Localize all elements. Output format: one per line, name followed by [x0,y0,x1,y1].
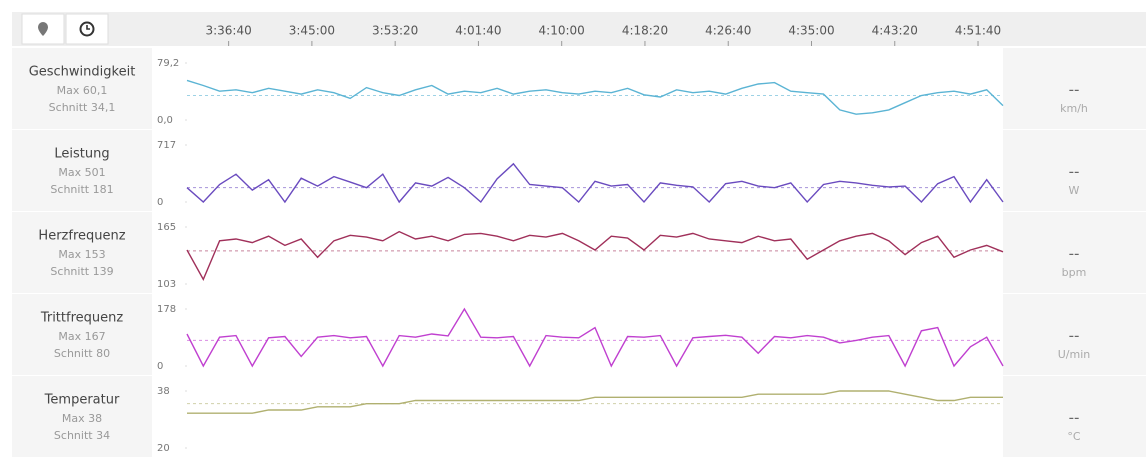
y-tick-label: 20 [157,443,170,454]
metric-avg: Schnitt 34,1 [49,101,116,114]
y-tick-label: 0 [157,197,163,208]
value-cell [1003,48,1146,129]
current-value: -- [1069,409,1080,427]
x-tick-label: 4:18:20 [622,24,668,38]
metric-title: Herzfrequenz [38,229,125,244]
y-tick-label: 165 [157,222,176,233]
unit: km/h [1060,102,1088,115]
label-cell [12,294,152,375]
value-cell [1003,130,1146,211]
clock-icon [79,21,95,37]
y-tick-label: 38 [157,386,170,397]
metric-avg: Schnitt 139 [50,265,113,278]
series-line [186,230,1004,281]
current-value: -- [1069,81,1080,99]
unit: W [1069,184,1080,197]
clock-hands [86,25,90,30]
x-tick-label: 4:01:40 [455,24,501,38]
metric-avg: Schnitt 34 [54,429,110,442]
y-tick-label: 0,0 [157,115,173,126]
unit: °C [1067,430,1081,443]
metric-max: Max 501 [58,166,105,179]
metric-max: Max 153 [58,248,105,261]
y-tick-label: 103 [157,279,176,290]
x-tick-label: 3:36:40 [205,24,251,38]
value-cell [1003,376,1146,457]
metric-title: Geschwindigkeit [29,65,136,80]
current-value: -- [1069,163,1080,181]
current-value: -- [1069,327,1080,345]
x-tick-label: 4:35:00 [788,24,834,38]
label-cell [12,130,152,211]
metric-avg: Schnitt 80 [54,347,110,360]
value-cell [1003,212,1146,293]
series-line [186,307,1004,368]
series-line [186,79,1004,115]
unit: U/min [1058,348,1091,361]
x-tick-label: 4:10:00 [539,24,585,38]
metric-title: Trittfrequenz [40,311,124,326]
x-tick-label: 3:45:00 [289,24,335,38]
y-tick-label: 178 [157,304,176,315]
series-line [186,162,1004,204]
y-tick-label: 717 [157,140,176,151]
label-cell [12,376,152,457]
value-cell [1003,294,1146,375]
metric-max: Max 167 [58,330,105,343]
label-cell [12,212,152,293]
series-line [187,390,1003,414]
label-cell [12,48,152,129]
metric-avg: Schnitt 181 [50,183,113,196]
x-tick-label: 4:26:40 [705,24,751,38]
y-tick-label: 0 [157,361,163,372]
y-tick-label: 79,2 [157,58,179,69]
current-value: -- [1069,245,1080,263]
time-bar [12,12,1146,46]
metric-max: Max 38 [62,412,102,425]
metric-title: Temperatur [44,393,120,408]
unit: bpm [1062,266,1087,279]
time-button[interactable] [65,13,109,45]
metric-max: Max 60,1 [57,84,108,97]
x-tick-label: 4:51:40 [955,24,1001,38]
x-tick-label: 3:53:20 [372,24,418,38]
pin-icon [38,22,48,36]
x-tick-label: 4:43:20 [872,24,918,38]
metric-title: Leistung [54,147,109,162]
